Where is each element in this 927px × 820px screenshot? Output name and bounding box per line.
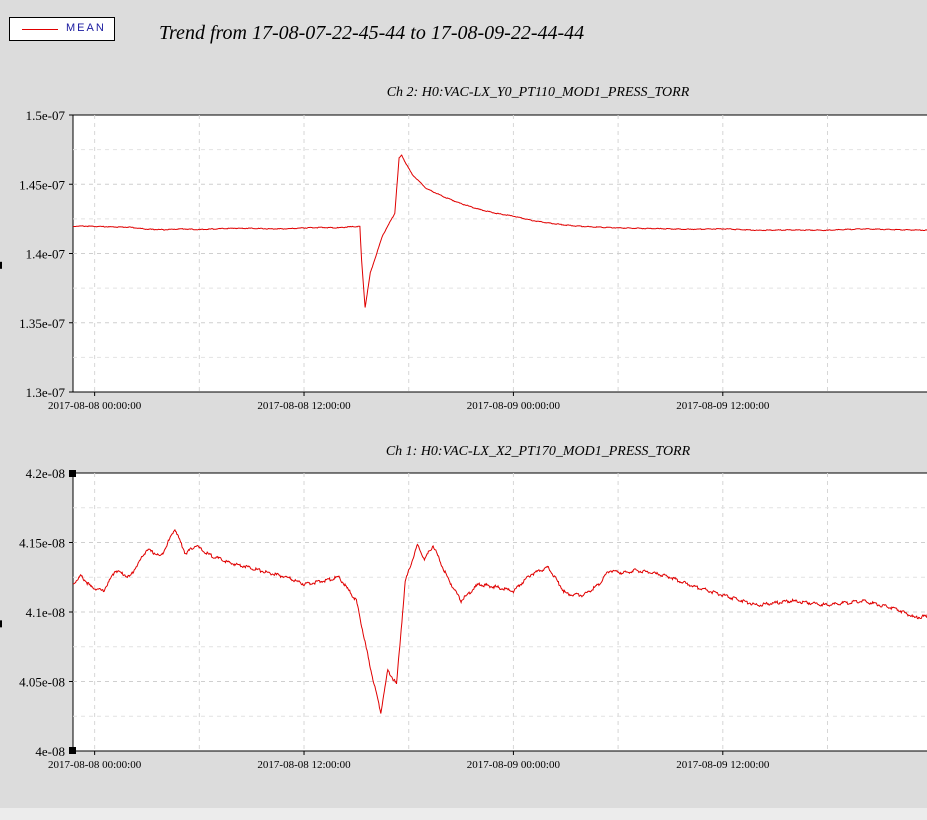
chart2-title: Ch 1: H0:VAC-LX_X2_PT170_MOD1_PRESS_TORR — [386, 444, 691, 459]
chart1-xtick-label: 2017-08-09 12:00:00 — [676, 400, 770, 412]
chart1-edge-marker — [0, 261, 2, 269]
chart2-corner-marker-top — [69, 470, 76, 477]
chart1-xtick-label: 2017-08-08 12:00:00 — [257, 400, 351, 412]
chart1-xtick-label: 2017-08-08 00:00:00 — [48, 400, 142, 412]
chart1-ytick-label: 1.4e-07 — [26, 247, 66, 262]
bottom-strip — [0, 808, 927, 820]
chart2-xtick-label: 2017-08-08 12:00:00 — [257, 759, 351, 771]
chart2-ytick-label: 4.1e-08 — [26, 605, 65, 620]
chart1-xtick-label: 2017-08-09 00:00:00 — [467, 400, 561, 412]
chart2-edge-marker — [0, 620, 2, 628]
chart2-xtick-label: 2017-08-08 00:00:00 — [48, 759, 142, 771]
chart1-ytick-label: 1.3e-07 — [26, 385, 66, 400]
chart2-series-line — [73, 528, 927, 714]
chart1-title: Ch 2: H0:VAC-LX_Y0_PT110_MOD1_PRESS_TORR — [387, 85, 690, 100]
chart2-xtick-label: 2017-08-09 12:00:00 — [676, 759, 770, 771]
legend-line-swatch — [22, 29, 58, 30]
page-title: Trend from 17-08-07-22-45-44 to 17-08-09… — [159, 22, 585, 44]
chart1-series-line — [72, 154, 927, 308]
chart2-xtick-label: 2017-08-09 00:00:00 — [467, 759, 561, 771]
chart2-ytick-label: 4.05e-08 — [19, 675, 65, 690]
chart2-ytick-label: 4.2e-08 — [26, 466, 65, 481]
legend-box: MEAN — [9, 17, 115, 41]
chart2-corner-marker-bottom — [69, 747, 76, 754]
chart2-ytick-label: 4.15e-08 — [19, 536, 65, 551]
chart2-ytick-label: 4e-08 — [35, 744, 65, 759]
chart1-ytick-label: 1.45e-07 — [19, 177, 65, 192]
chart1-ytick-label: 1.5e-07 — [26, 108, 66, 123]
legend-label: MEAN — [66, 22, 106, 34]
chart1-ytick-label: 1.35e-07 — [19, 316, 65, 331]
